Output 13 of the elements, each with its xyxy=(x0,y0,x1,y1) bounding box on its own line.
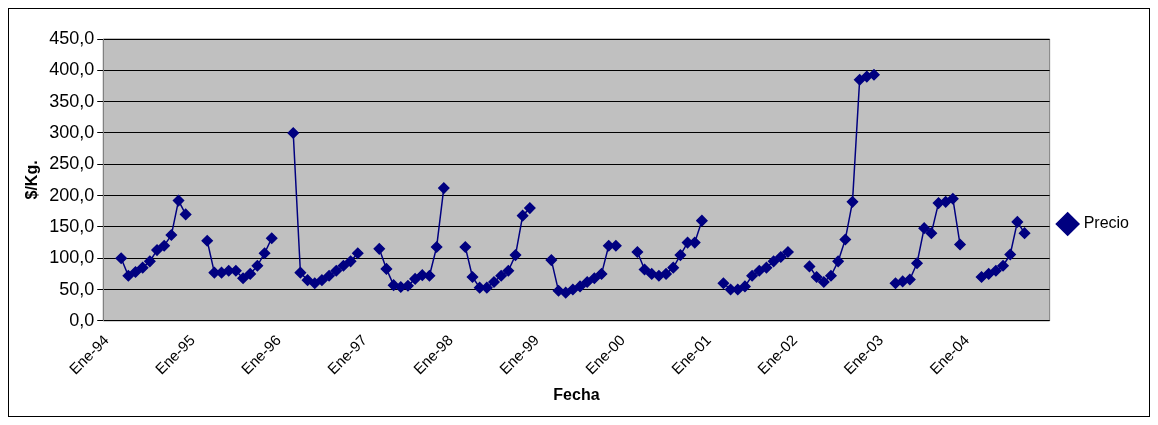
y-tick-label: 350,0 xyxy=(49,90,95,111)
y-tick-label: 100,0 xyxy=(49,247,95,268)
y-tick-label: 200,0 xyxy=(49,184,95,205)
y-tick-label: 300,0 xyxy=(49,121,95,142)
y-tick-label: 450,0 xyxy=(49,27,95,48)
y-tick-label: 150,0 xyxy=(49,215,95,236)
x-axis-title: Fecha xyxy=(553,385,600,403)
y-tick-label: 0,0 xyxy=(69,309,95,330)
y-tick-label: 400,0 xyxy=(49,59,95,80)
y-tick-label: 250,0 xyxy=(49,153,95,174)
legend-label: Precio xyxy=(1083,214,1130,232)
y-tick-label: 50,0 xyxy=(59,278,95,299)
y-axis-title: $/Kg. xyxy=(23,160,41,200)
